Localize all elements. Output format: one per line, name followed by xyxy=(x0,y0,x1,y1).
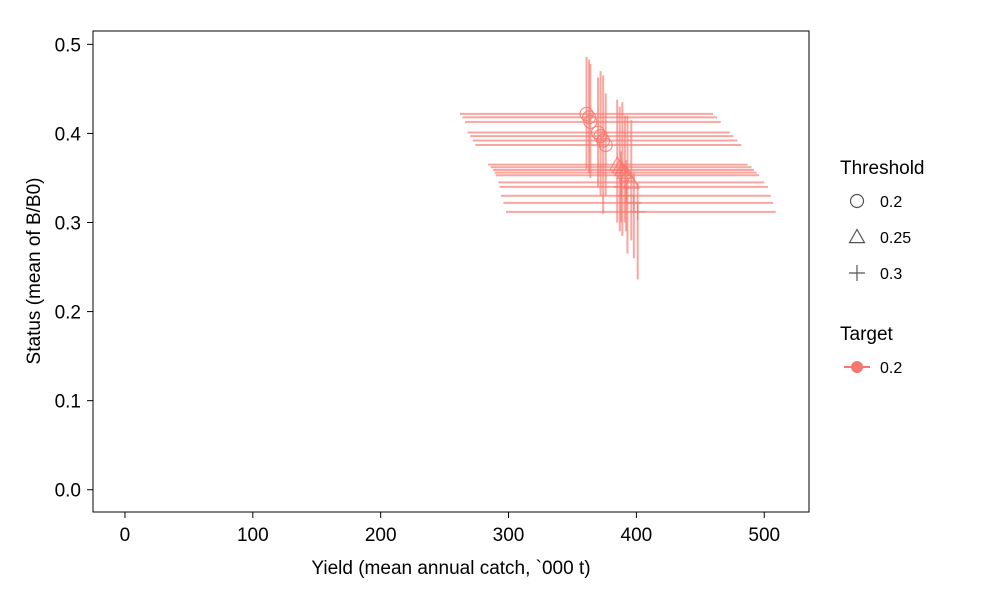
legend-threshold-items: 0.2 0.25 0.3 xyxy=(848,193,911,283)
data-point xyxy=(590,125,606,140)
legend-key-triangle xyxy=(848,228,866,244)
legend-label: 0.2 xyxy=(880,360,902,377)
data-point xyxy=(625,194,642,211)
data-point xyxy=(616,163,634,179)
y-tick-label: 0.0 xyxy=(55,481,81,502)
x-axis-title: Yield (mean annual catch, `000 t) xyxy=(311,558,590,579)
data-point xyxy=(613,178,630,195)
x-tick-label: 200 xyxy=(365,525,397,546)
data-point xyxy=(618,187,635,204)
y-tick-label: 0.4 xyxy=(55,124,82,145)
legend-key-plus xyxy=(849,265,865,281)
legend-target-items: 0.2 xyxy=(844,360,902,377)
data-point xyxy=(583,114,598,129)
data-points xyxy=(579,106,646,220)
legend-key-dot xyxy=(851,361,863,373)
y-tick-label: 0.5 xyxy=(55,35,81,56)
data-point xyxy=(629,203,646,220)
legend-title-threshold: Threshold xyxy=(840,158,925,179)
data-point xyxy=(622,173,640,189)
x-tick-label: 400 xyxy=(621,525,653,546)
legend-key-circle xyxy=(849,193,865,209)
legend-label: 0.2 xyxy=(880,194,902,211)
y-tick-label: 0.2 xyxy=(55,303,81,324)
legend: Threshold 0.2 0.25 0.3 Target 0.2 xyxy=(840,158,925,377)
legend-label: 0.3 xyxy=(880,266,902,283)
data-point xyxy=(598,137,613,153)
x-tick-label: 300 xyxy=(493,525,525,546)
y-axis-title: Status (mean of B/B0) xyxy=(24,178,45,365)
y-tick-label: 0.1 xyxy=(55,392,81,413)
y-tick-label: 0.3 xyxy=(55,214,81,235)
y-axis: 0.0 0.1 0.2 0.3 0.4 0.5 xyxy=(55,35,93,502)
x-tick-label: 100 xyxy=(237,525,269,546)
legend-title-target: Target xyxy=(840,324,894,345)
legend-label: 0.25 xyxy=(880,230,911,247)
x-tick-label: 500 xyxy=(748,525,780,546)
data-point xyxy=(579,106,594,121)
plot-panel xyxy=(92,30,810,513)
x-tick-label: 0 xyxy=(120,525,131,546)
x-axis: 0 100 200 300 400 500 xyxy=(120,512,780,546)
